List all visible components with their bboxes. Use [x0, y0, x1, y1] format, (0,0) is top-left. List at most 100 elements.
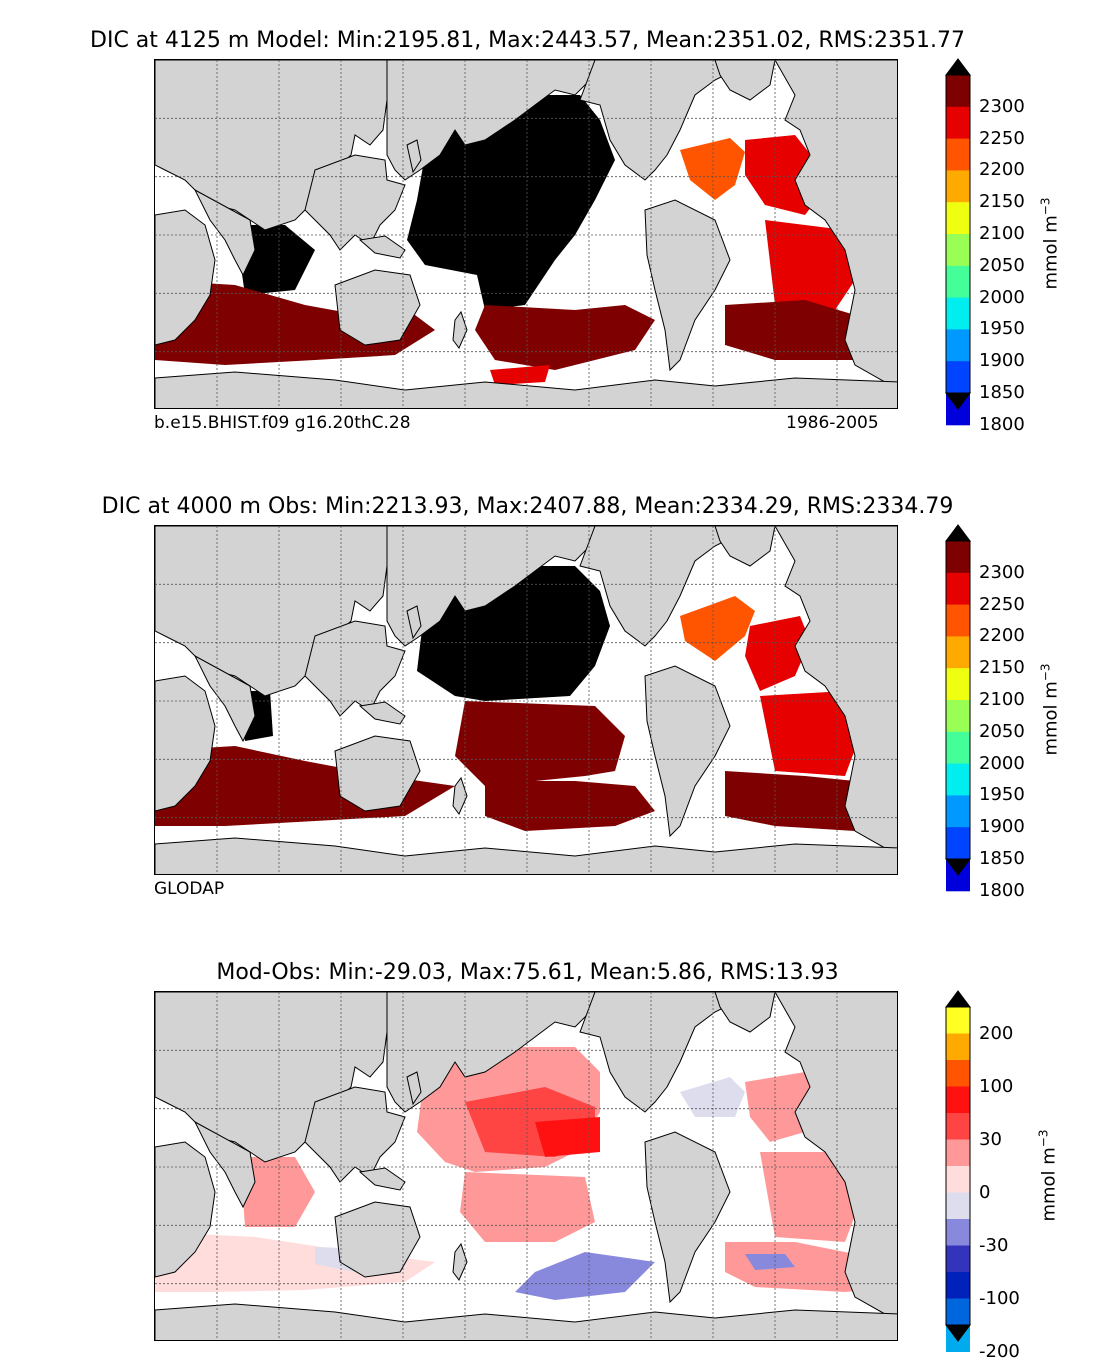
- colorbar-tick-label: 1950: [979, 784, 1025, 806]
- colorbar-outline: [945, 1006, 971, 1326]
- colorbar-segment: [946, 361, 970, 394]
- colorbar-segment: [946, 234, 970, 267]
- colorbar-canvas: [945, 990, 971, 1352]
- panel-model-colorbar: [945, 58, 971, 426]
- land-india: [193, 1120, 256, 1209]
- land-greenland: [714, 526, 776, 567]
- colorbar-tick-label: -200: [979, 1340, 1020, 1362]
- colorbar-segment: [946, 265, 970, 299]
- panel-diff-title: Mod-Obs: Min:-29.03, Max:75.61, Mean:5.8…: [216, 960, 839, 985]
- colorbar-extend-max: [945, 58, 971, 76]
- graticule: [155, 60, 897, 408]
- colorbar-tick-label: 1800: [979, 879, 1025, 901]
- colorbar-segment: [946, 604, 970, 637]
- colorbar-segment: [946, 636, 970, 669]
- colorbar-outline: [945, 540, 971, 860]
- colorbar-segment: [946, 1007, 970, 1034]
- panel-obs-colorbar-unit: mmol m−3: [1038, 663, 1062, 756]
- colorbar-tick-label: 2300: [979, 95, 1025, 117]
- patch-north-atlantic: [680, 138, 745, 200]
- land-indonesia: [358, 1167, 406, 1191]
- patch-southern-atlantic-neg: [745, 1254, 795, 1270]
- patch-central-pacific: [455, 701, 625, 786]
- colorbar-tick-label: 2200: [979, 159, 1025, 181]
- colorbar-tick-label: 2150: [979, 191, 1025, 213]
- land-india: [193, 188, 256, 277]
- colorbar-segment: [946, 1298, 970, 1326]
- colorbar-tick-label: 2150: [979, 657, 1025, 679]
- land-africa: [155, 1141, 216, 1278]
- map-canvas: [155, 992, 897, 1340]
- colorbar-segment: [946, 1113, 970, 1140]
- colorbar-tick-label: 1800: [979, 413, 1025, 435]
- patch-indian-pos: [240, 1157, 315, 1227]
- colorbar-segment: [946, 1033, 970, 1061]
- colorbar-tick-label: 1900: [979, 816, 1025, 838]
- colorbar-tick-label: 1850: [979, 382, 1025, 403]
- colorbar-segment: [946, 827, 970, 860]
- land-africa: [155, 209, 216, 346]
- patch-southern-neg: [515, 1252, 655, 1300]
- colorbar-segment: [946, 1272, 970, 1299]
- colorbar-tick-label: 2250: [979, 593, 1025, 615]
- colorbar-tick-label: 100: [979, 1075, 1014, 1097]
- colorbar-canvas: [945, 58, 971, 426]
- land-australia: [334, 1201, 421, 1278]
- colorbar-segment: [946, 1060, 970, 1087]
- patch-south-atlantic-pos: [760, 1152, 860, 1242]
- colorbar-tick-label: 1850: [979, 848, 1025, 869]
- colorbar-extend-max: [945, 524, 971, 542]
- land-japan: [406, 139, 422, 174]
- colorbar-tick-label: 2300: [979, 561, 1025, 583]
- colorbar-segment: [946, 1166, 970, 1193]
- panel-obs-colorbar: [945, 524, 971, 892]
- land-indonesia: [358, 235, 406, 259]
- patch-equatorial-red: [535, 1117, 600, 1157]
- colorbar-tick-label: 200: [979, 1022, 1014, 1044]
- colorbar-segment: [946, 731, 970, 765]
- land-south-america: [644, 199, 731, 372]
- land-greenland: [714, 60, 776, 101]
- land-russia-east: [386, 992, 596, 1113]
- panel-model-colorbar-unit: mmol m−3: [1038, 197, 1062, 290]
- colorbar-tick-label: 2200: [979, 625, 1025, 647]
- graticule: [155, 526, 897, 874]
- land-japan: [406, 1071, 422, 1106]
- land-indonesia: [358, 701, 406, 725]
- colorbar-tick-label: 0: [979, 1181, 991, 1203]
- land-new-zealand: [452, 310, 468, 349]
- colorbar-segment: [946, 668, 970, 701]
- land-africa: [155, 675, 216, 812]
- land-asia: [155, 60, 388, 231]
- land-asia: [155, 526, 388, 697]
- colorbar-tick-label: 1900: [979, 350, 1025, 372]
- colorbar-extend-max: [945, 990, 971, 1008]
- colorbar-tick-label: 2100: [979, 223, 1025, 244]
- colorbar-tick-label: -100: [979, 1287, 1020, 1309]
- colorbar-segment: [946, 700, 970, 733]
- patch-north-pacific: [390, 95, 615, 310]
- colorbar-segment: [946, 795, 970, 828]
- colorbar-tick-label: 30: [979, 1128, 1002, 1150]
- colorbar-segment: [946, 541, 970, 574]
- patch-north-atlantic-neg: [680, 1077, 745, 1117]
- colorbar-segment: [946, 75, 970, 108]
- panel-model-map: [154, 59, 898, 409]
- colorbar-tick-label: 2250: [979, 127, 1025, 149]
- land-new-zealand: [452, 1242, 468, 1281]
- land-south-america: [644, 665, 731, 838]
- colorbar-segment: [946, 763, 970, 796]
- map-canvas: [155, 60, 897, 408]
- colorbar-segment: [946, 1139, 970, 1167]
- map-canvas: [155, 526, 897, 874]
- colorbar-segment: [946, 329, 970, 362]
- colorbar-tick-label: 2050: [979, 720, 1025, 742]
- land-russia-east: [386, 526, 596, 647]
- colorbar-segment: [946, 106, 970, 140]
- land-antarctica: [155, 1303, 897, 1340]
- panel-obs-map: [154, 525, 898, 875]
- patch-southern-pacific: [485, 781, 655, 831]
- patch-south-atlantic: [765, 220, 855, 310]
- colorbar-tick-label: 2000: [979, 752, 1025, 774]
- land-new-zealand: [452, 776, 468, 815]
